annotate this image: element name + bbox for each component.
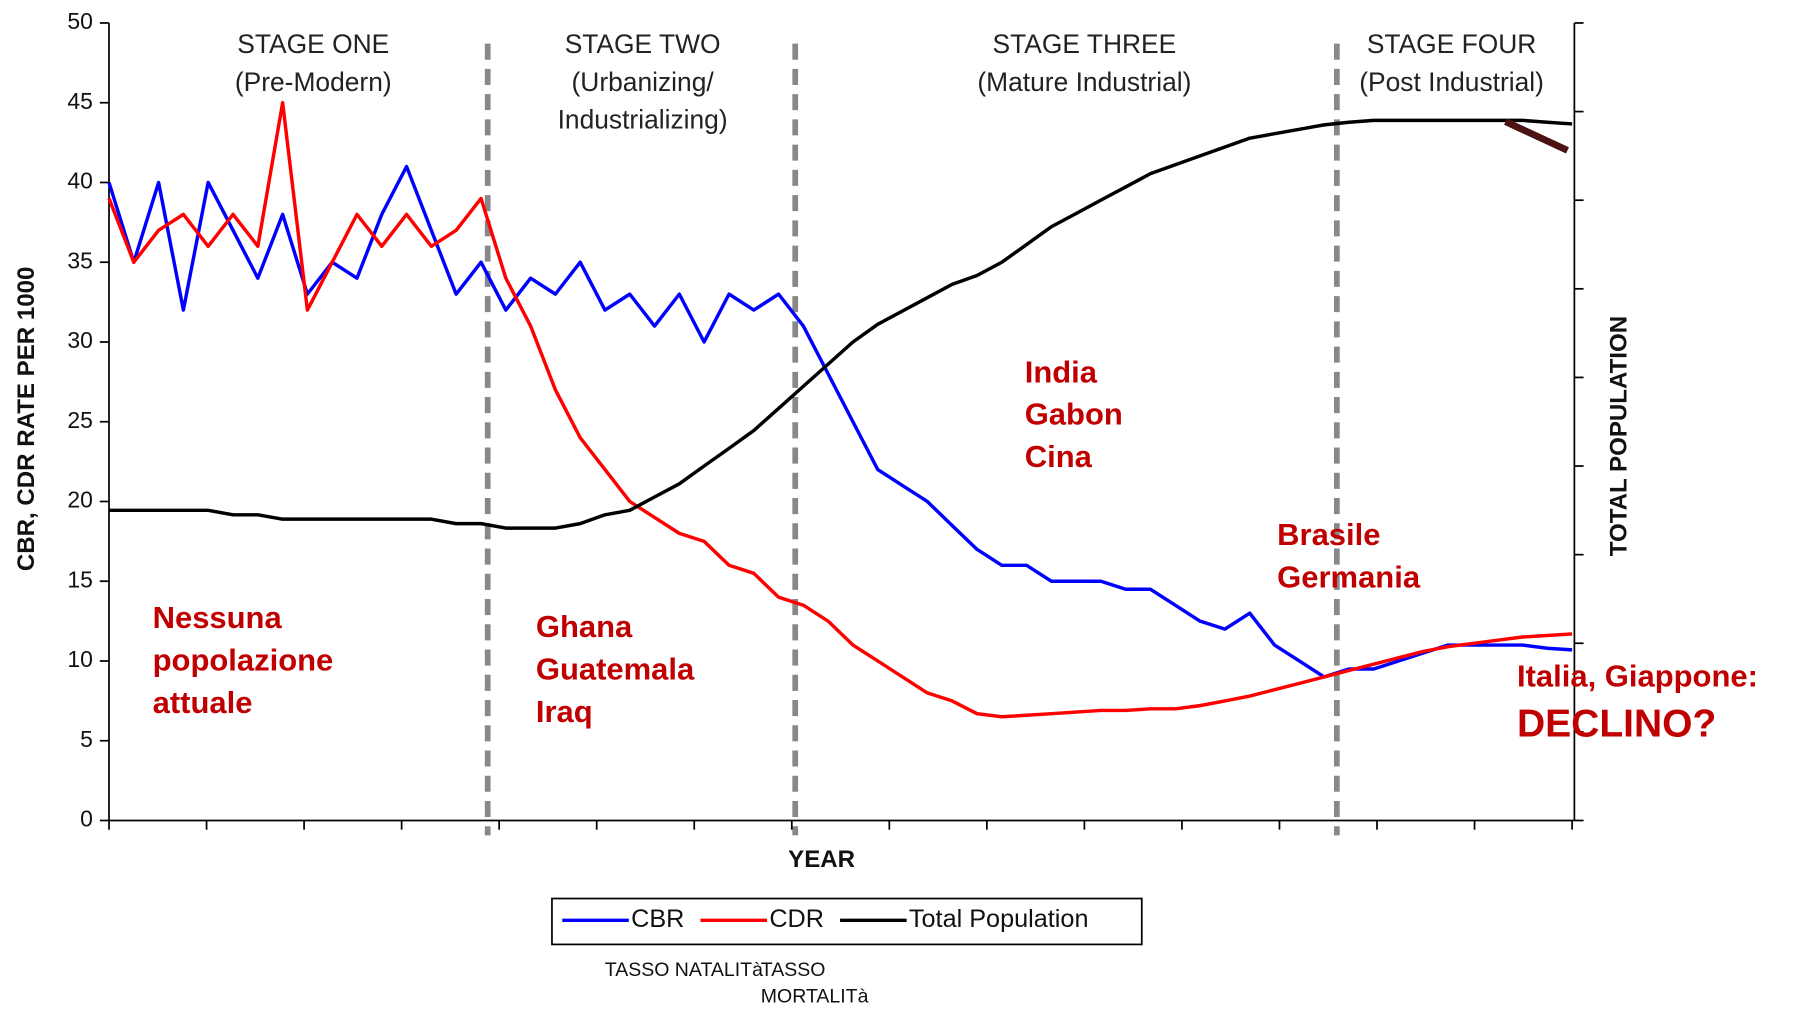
y-tick-label: 5 <box>80 726 93 752</box>
series-line <box>107 164 1573 679</box>
country-label: Brasile <box>1277 517 1380 552</box>
legend-label: Total Population <box>909 905 1089 933</box>
legend-label: CBR <box>631 905 684 933</box>
country-label: Ghana <box>536 609 633 644</box>
stage-label: STAGE ONE <box>237 29 389 59</box>
y-tick-label: 10 <box>67 646 93 672</box>
stage-label: STAGE THREE <box>993 29 1177 59</box>
series-line <box>107 101 1573 719</box>
y-tick-label: 15 <box>67 566 93 592</box>
country-label: attuale <box>153 685 253 720</box>
country-label: popolazione <box>153 642 334 677</box>
stage-label: (Urbanizing/ <box>572 67 715 97</box>
y-tick-label: 0 <box>80 806 93 832</box>
stage-label: (Mature Industrial) <box>977 67 1191 97</box>
legend-label: CDR <box>769 905 824 933</box>
x-axis-title: YEAR <box>788 846 855 873</box>
decline-stub <box>1504 118 1569 154</box>
note: MORTALITà <box>761 985 869 1007</box>
stage-label: Industrializing) <box>558 105 728 135</box>
y-tick-label: 40 <box>67 168 93 194</box>
stage-label: (Pre-Modern) <box>235 67 392 97</box>
country-label: India <box>1025 354 1098 389</box>
y-tick-label: 30 <box>67 327 93 353</box>
y-tick-label: 50 <box>67 8 93 34</box>
country-label: Italia, Giappone: <box>1517 658 1758 693</box>
country-label: Cina <box>1025 439 1093 474</box>
y-tick-label: 20 <box>67 487 93 513</box>
country-label: DECLINO? <box>1517 703 1716 746</box>
y-tick-label: 35 <box>67 247 93 273</box>
y-tick-label: 45 <box>67 88 93 114</box>
country-label: Guatemala <box>536 652 695 687</box>
stage-label: (Post Industrial) <box>1359 67 1544 97</box>
note: TASSO NATALITà <box>605 959 763 981</box>
country-label: Germania <box>1277 560 1421 595</box>
series-line <box>109 118 1573 530</box>
y-axis-title: CBR, CDR RATE PER 1000 <box>13 267 40 572</box>
country-label: Nessuna <box>153 600 283 635</box>
note: TASSO <box>761 959 826 981</box>
country-label: Gabon <box>1025 397 1123 432</box>
country-label: Iraq <box>536 694 593 729</box>
stage-label: STAGE TWO <box>565 29 721 59</box>
stage-label: STAGE FOUR <box>1367 29 1537 59</box>
y2-axis-title: TOTAL POPULATION <box>1606 316 1633 556</box>
y-tick-label: 25 <box>67 407 93 433</box>
